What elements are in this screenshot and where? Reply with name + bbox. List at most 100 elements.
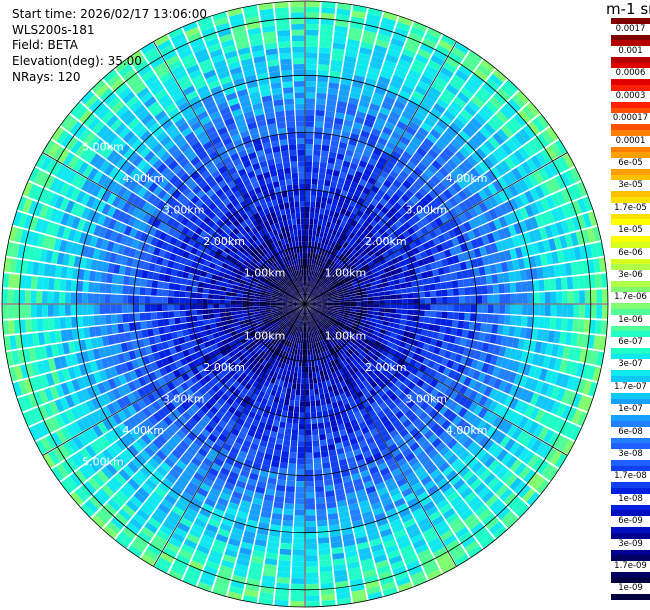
range-gate-cell [509, 198, 519, 211]
range-gate-cell [320, 577, 334, 584]
range-gate-cell [347, 102, 358, 111]
range-gate-cell [309, 252, 313, 259]
range-gate-cell [367, 297, 374, 301]
range-gate-cell [346, 320, 353, 325]
range-gate-cell [305, 383, 310, 390]
range-gate-cell [404, 325, 412, 332]
range-gate-cell [371, 185, 380, 194]
range-gate-cell [547, 330, 556, 343]
range-gate-cell [316, 87, 327, 94]
range-gate-cell [570, 261, 578, 276]
range-gate-cell [498, 346, 507, 357]
range-gate-cell [318, 236, 323, 244]
range-gate-cell [439, 203, 449, 214]
range-gate-cell [572, 393, 582, 408]
range-gate-cell [317, 266, 322, 273]
range-gate-cell [318, 173, 326, 180]
range-gate-cell [432, 268, 440, 277]
range-gate-cell [554, 139, 567, 155]
range-gate-cell [498, 380, 508, 392]
range-gate-cell [407, 249, 415, 258]
range-gate-cell [305, 206, 310, 213]
range-gate-cell [298, 423, 305, 430]
range-gate-cell [452, 312, 460, 320]
range-gate-cell [306, 287, 309, 293]
range-gate-cell [276, 484, 286, 492]
range-gate-cell [422, 38, 437, 49]
range-gate-cell [106, 273, 113, 284]
range-gate-cell [390, 332, 398, 339]
range-gate-cell [323, 250, 329, 257]
range-gate-cell [314, 277, 318, 284]
range-gate-cell [59, 279, 67, 291]
range-gate-cell [169, 325, 177, 333]
range-gate-cell [42, 291, 48, 304]
range-gate-cell [305, 555, 318, 562]
range-gate-cell [533, 366, 543, 380]
range-gate-cell [339, 239, 346, 247]
range-gate-cell [310, 195, 316, 202]
range-gate-cell [346, 283, 353, 288]
range-gate-cell [388, 264, 396, 271]
range-gate-cell [564, 262, 573, 276]
range-gate-cell [373, 304, 380, 308]
range-gate-cell [329, 234, 335, 242]
range-gate-cell [457, 320, 465, 329]
range-gate-cell [311, 412, 317, 419]
range-gate-cell [433, 346, 441, 355]
range-gate-cell [359, 225, 366, 233]
range-gate-cell [379, 131, 391, 141]
range-gate-cell [526, 316, 534, 328]
range-gate-cell [378, 227, 386, 235]
range-gate-cell [467, 77, 481, 91]
range-gate-cell [334, 188, 342, 196]
range-gate-cell [402, 304, 408, 310]
range-gate-cell [116, 294, 123, 304]
range-gate-cell [405, 320, 413, 327]
range-gate-cell [331, 314, 337, 318]
range-gate-cell [382, 282, 389, 288]
range-gate-cell [430, 107, 443, 119]
range-gate-cell [467, 330, 475, 340]
range-gate-cell [413, 166, 424, 177]
range-gate-cell [317, 287, 322, 293]
range-gate-cell [476, 176, 487, 189]
range-gate-cell [325, 312, 332, 316]
range-gate-cell [328, 274, 334, 280]
range-gate-cell [313, 291, 318, 297]
range-gate-cell [334, 284, 341, 289]
range-gate-cell [340, 136, 349, 144]
range-gate-cell [524, 218, 534, 231]
range-gate-cell [321, 300, 328, 303]
range-gate-cell [581, 364, 590, 379]
range-gate-cell [65, 317, 72, 329]
range-gate-cell [392, 32, 407, 43]
range-gate-cell [290, 394, 296, 401]
range-gate-cell [306, 264, 310, 270]
range-gate-cell [139, 304, 146, 313]
range-gate-cell [309, 224, 314, 231]
range-gate-cell [369, 253, 377, 261]
range-gate-cell [518, 375, 528, 388]
range-gate-cell [318, 548, 331, 556]
range-gate-cell [290, 600, 305, 607]
range-gate-cell [372, 257, 380, 264]
range-gate-cell [425, 203, 435, 213]
range-gate-cell [313, 138, 322, 145]
range-gate-cell [388, 155, 398, 165]
range-gate-cell [296, 463, 305, 470]
range-gate-cell [442, 163, 454, 174]
range-gate-cell [319, 47, 332, 54]
range-gate-cell [314, 121, 324, 128]
range-gate-cell [538, 167, 550, 182]
range-gate-cell [359, 192, 368, 200]
range-gate-cell [379, 258, 387, 265]
range-gate-cell [362, 304, 368, 308]
range-gate-cell [531, 328, 538, 340]
range-gate-cell [310, 299, 316, 302]
range-gate-cell [366, 270, 373, 276]
range-gate-cell [394, 27, 409, 37]
range-gate-cell [474, 91, 488, 104]
range-gate-cell [327, 302, 334, 304]
range-gate-cell [321, 297, 328, 300]
